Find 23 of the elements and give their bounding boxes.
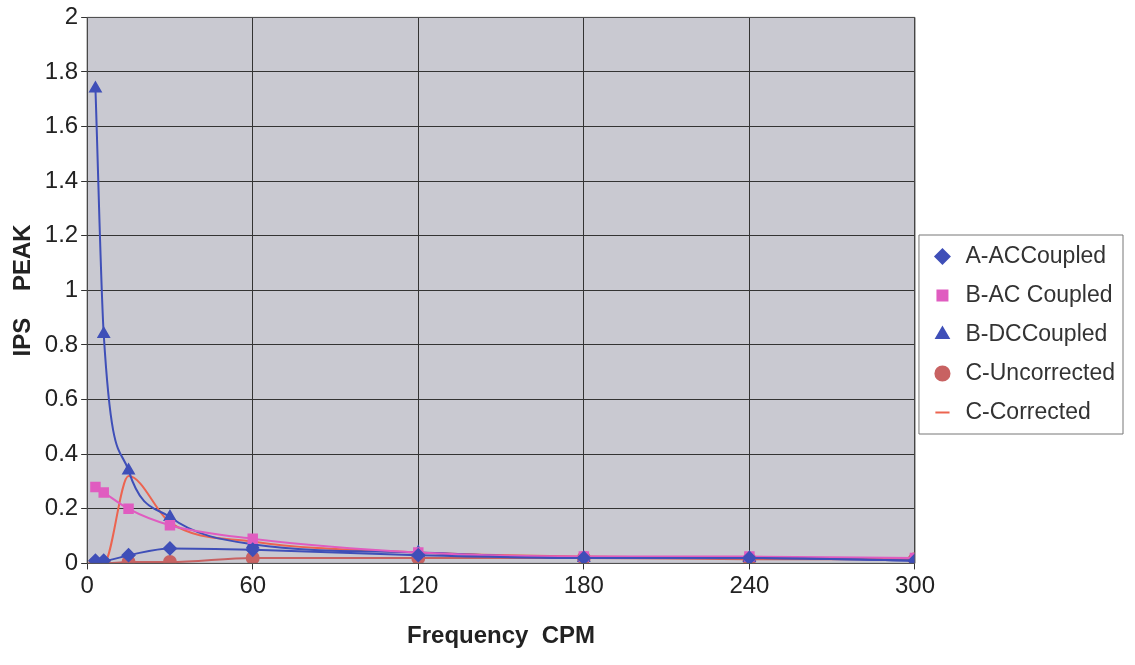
legend-label: C-Corrected — [965, 397, 1091, 424]
y-tick-label: 1.8 — [44, 56, 79, 84]
legend-label: A-ACCoupled — [965, 241, 1107, 268]
legend-label: B-AC Coupled — [965, 280, 1113, 307]
y-tick-label: 1 — [64, 275, 79, 303]
y-tick-label: 1.6 — [44, 111, 79, 139]
legend-label: B-DCCoupled — [965, 319, 1108, 346]
x-tick-label: 180 — [563, 571, 604, 599]
y-tick-label: 0 — [64, 548, 79, 576]
y-tick-label: 1.4 — [44, 165, 79, 193]
x-tick-label: 120 — [398, 571, 439, 599]
x-tick-label: 60 — [239, 571, 267, 599]
y-tick-label: 1.2 — [44, 220, 79, 248]
x-axis-title: Frequency CPM — [407, 621, 596, 649]
legend-label: C-Uncorrected — [965, 358, 1115, 385]
y-tick-label: 2 — [64, 2, 79, 30]
y-tick-label: 0.6 — [44, 384, 79, 412]
x-tick-label: 300 — [894, 571, 935, 599]
x-tick-label: 240 — [729, 571, 770, 599]
y-tick-label: 0.4 — [44, 438, 79, 466]
y-tick-label: 0.2 — [44, 493, 79, 521]
y-tick-label: 0.8 — [44, 329, 79, 357]
y-axis-title: IPS PEAK — [8, 223, 36, 357]
